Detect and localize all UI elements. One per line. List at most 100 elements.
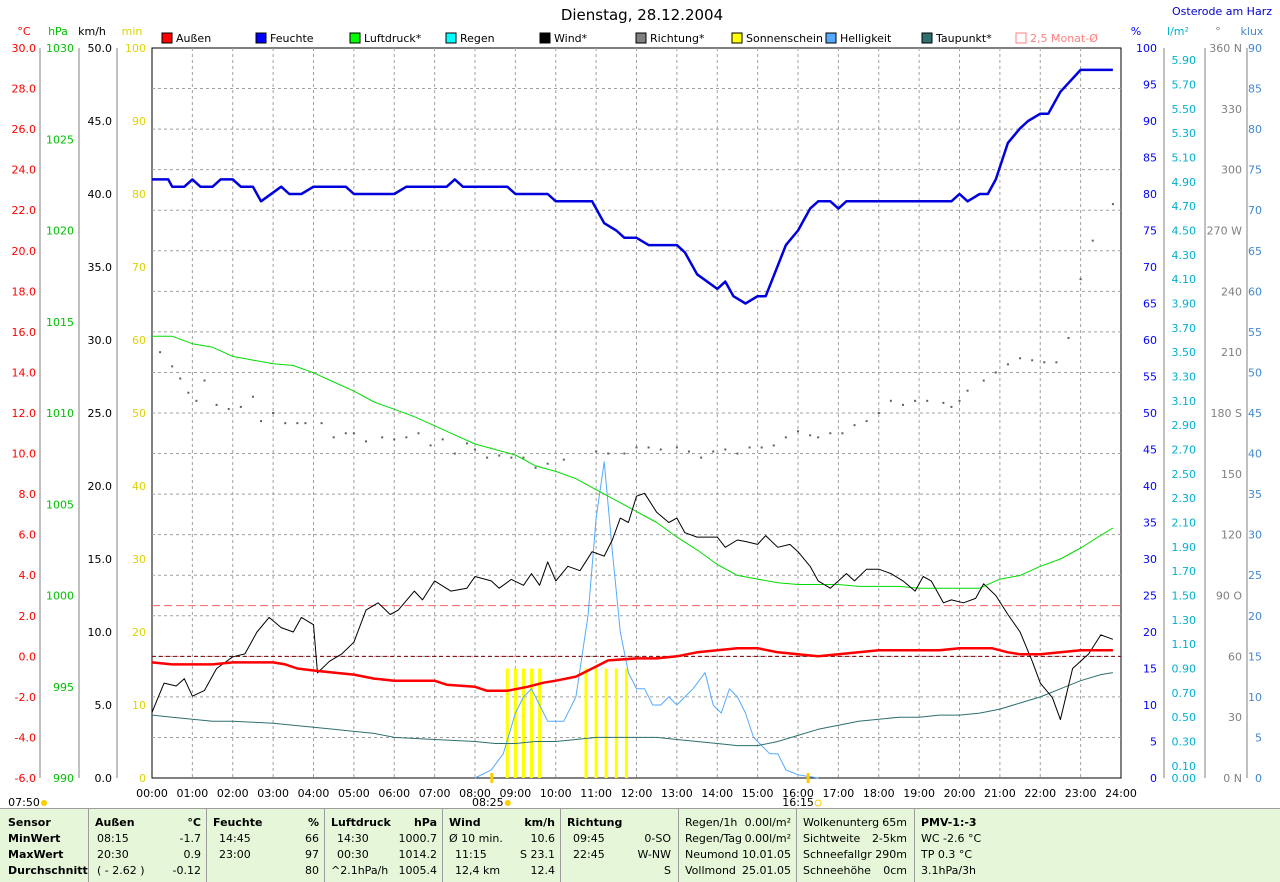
pmv-wc: WC -2.6 °C <box>921 832 982 845</box>
sichtweite-value: 2-5km <box>871 832 907 845</box>
direction-dot <box>352 432 355 435</box>
humidity-tick: 65 <box>1143 298 1157 311</box>
humidity-tick: 20 <box>1143 626 1157 639</box>
rain-tick: 3.30 <box>1172 371 1197 384</box>
direction-tick: 0 N <box>1223 772 1242 785</box>
stats-aussen-col: Außen °C 08:15 -1.7 20:30 0.9 ( - 2.62 ) -0.… <box>88 809 207 882</box>
direction-dot <box>453 452 456 455</box>
humidity-tick: 100 <box>1136 42 1157 55</box>
chart-grid <box>151 47 1122 779</box>
direction-dot <box>260 420 263 423</box>
temp-unit: °C <box>17 25 31 38</box>
luftdruck-unit: hPa <box>413 816 437 829</box>
legend-label: Wind* <box>554 32 588 45</box>
temp-tick: 24.0 <box>12 164 37 177</box>
richtung-avg-value: S <box>664 864 671 877</box>
x-tick: 16:00 <box>782 787 814 800</box>
x-tick: 14:00 <box>701 787 733 800</box>
sunmin-tick: 30 <box>132 553 146 566</box>
humidity-tick: 85 <box>1143 152 1157 165</box>
direction-dot <box>1091 239 1094 242</box>
wolkenunterg-label: Wolkenunterg <box>803 816 880 829</box>
temp-tick: 14.0 <box>12 366 37 379</box>
humidity-unit: % <box>1131 25 1141 38</box>
sunmin-tick: 50 <box>132 407 146 420</box>
sensor-title: Sensor <box>8 816 51 829</box>
direction-dot <box>239 405 242 408</box>
legend-label: Helligkeit <box>840 32 892 45</box>
rain-tick: 2.50 <box>1172 468 1197 481</box>
x-tick: 22:00 <box>1024 787 1056 800</box>
rain-tick: 0.90 <box>1172 663 1197 676</box>
x-tick: 00:00 <box>136 787 168 800</box>
brightness-tick: 50 <box>1248 366 1262 379</box>
direction-dot <box>877 412 880 414</box>
direction-dot <box>817 436 820 439</box>
temp-tick: 12.0 <box>12 407 37 420</box>
x-tick: 21:00 <box>984 787 1016 800</box>
sunmin-tick: 20 <box>132 626 146 639</box>
rain-tick: 5.30 <box>1172 127 1197 140</box>
wind-max-time: 11:15 <box>455 848 487 861</box>
wind-unit: km/h <box>78 25 106 38</box>
rain-tick: 2.30 <box>1172 492 1197 505</box>
x-tick: 03:00 <box>257 787 289 800</box>
direction-dot <box>958 399 961 402</box>
stats-sensor-col: Sensor MinWert MaxWert Durchschnitt <box>0 809 88 882</box>
neumond-label: Neumond <box>685 848 739 861</box>
legend-label: Taupunkt* <box>935 32 992 45</box>
temp-tick: 18.0 <box>12 285 37 298</box>
pressure-tick: 1010 <box>46 407 74 420</box>
sunmin-tick: 70 <box>132 261 146 274</box>
aussen-max-time: 20:30 <box>97 848 129 861</box>
direction-dot <box>304 422 307 425</box>
temp-tick: -2.0 <box>15 691 36 704</box>
wind-distance: 12,4 km <box>455 864 501 877</box>
direction-dot <box>405 436 408 439</box>
wolkenunterg-value: 65m <box>882 816 907 829</box>
pressure-unit: hPa <box>48 25 68 38</box>
temp-tick: 28.0 <box>12 83 37 96</box>
x-tick: 20:00 <box>944 787 976 800</box>
feuchte-min-time: 14:45 <box>219 832 251 845</box>
wind-tick: 40.0 <box>88 188 113 201</box>
direction-dot <box>203 379 206 382</box>
temperature-line <box>151 646 1113 693</box>
direction-tick: 30 <box>1228 711 1242 724</box>
direction-dot <box>179 377 182 380</box>
direction-dot <box>687 450 690 453</box>
regen-1h-value: 0.00l/m² <box>744 816 791 829</box>
direction-dot <box>635 446 638 449</box>
direction-dot <box>227 407 230 410</box>
luftdruck-max-value: 1014.2 <box>398 848 438 861</box>
direction-dot <box>332 436 335 439</box>
luftdruck-max-time: 00:30 <box>337 848 369 861</box>
rain-tick: 1.70 <box>1172 565 1197 578</box>
pmv-title: PMV-1:-3 <box>921 816 977 829</box>
x-tick: 01:00 <box>177 787 209 800</box>
x-tick: 06:00 <box>378 787 410 800</box>
legend-label: 2,5 Monat-Ø <box>1030 32 1098 45</box>
direction-dot <box>926 399 929 402</box>
direction-dot <box>522 456 525 459</box>
direction-dot <box>1031 359 1034 362</box>
humidity-tick: 0 <box>1150 772 1157 785</box>
direction-unit: ° <box>1215 25 1221 38</box>
sunmin-tick: 80 <box>132 188 146 201</box>
x-tick: 07:00 <box>419 787 451 800</box>
brightness-tick: 20 <box>1248 610 1262 623</box>
brightness-tick: 35 <box>1248 488 1262 501</box>
pressure-tick: 1020 <box>46 225 74 238</box>
direction-dot <box>1055 361 1058 364</box>
rain-tick: 2.70 <box>1172 444 1197 457</box>
temp-tick: 0.0 <box>19 650 37 663</box>
temp-tick: 26.0 <box>12 123 37 136</box>
direction-dot <box>809 434 812 437</box>
dewpoint-line <box>151 672 1113 747</box>
direction-tick: 330 <box>1221 103 1242 116</box>
temp-tick: 10.0 <box>12 448 37 461</box>
sunmin-tick: 90 <box>132 115 146 128</box>
direction-dot <box>853 424 856 427</box>
humidity-tick: 90 <box>1143 115 1157 128</box>
legend-swatch <box>825 32 837 44</box>
